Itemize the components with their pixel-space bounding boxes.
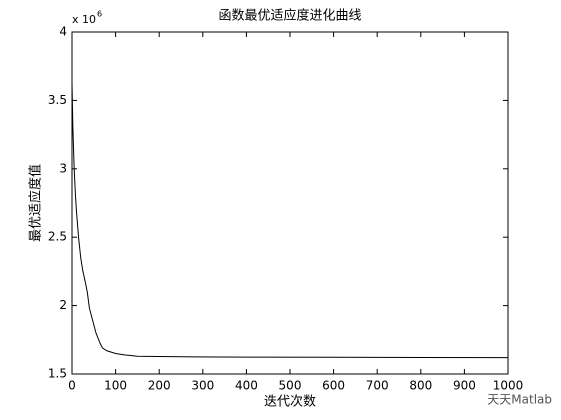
axes-box xyxy=(71,31,509,375)
x-tick-label: 800 xyxy=(409,379,432,393)
x-tick-label: 100 xyxy=(104,379,127,393)
y-tick-label: 2 xyxy=(59,298,67,312)
line-series xyxy=(71,82,509,359)
y-axis-label: 最优适应度值 xyxy=(28,164,44,242)
y-tick-label: 3.5 xyxy=(48,93,67,107)
x-axis-label: 迭代次数 xyxy=(264,394,316,410)
y-tick-label: 1.5 xyxy=(48,367,67,381)
y-multiplier-exponent: 6 xyxy=(97,10,102,19)
x-tick-label: 700 xyxy=(366,379,389,393)
x-tick-label: 900 xyxy=(453,379,476,393)
y-tick-label: 2.5 xyxy=(48,230,67,244)
x-tick-label: 600 xyxy=(322,379,345,393)
x-tick-label: 400 xyxy=(235,379,258,393)
x-tick-label: 0 xyxy=(68,379,76,393)
x-tick-label: 300 xyxy=(191,379,214,393)
x-tick-label: 200 xyxy=(148,379,171,393)
y-multiplier: x 10 xyxy=(72,13,96,26)
x-tick-label: 500 xyxy=(279,379,302,393)
chart-title: 函数最优适应度进化曲线 xyxy=(218,8,361,24)
watermark: 天天Matlab xyxy=(487,393,552,407)
y-tick-label: 3 xyxy=(59,161,67,175)
x-tick-label: 1000 xyxy=(493,379,524,393)
y-tick-label: 4 xyxy=(59,25,67,39)
